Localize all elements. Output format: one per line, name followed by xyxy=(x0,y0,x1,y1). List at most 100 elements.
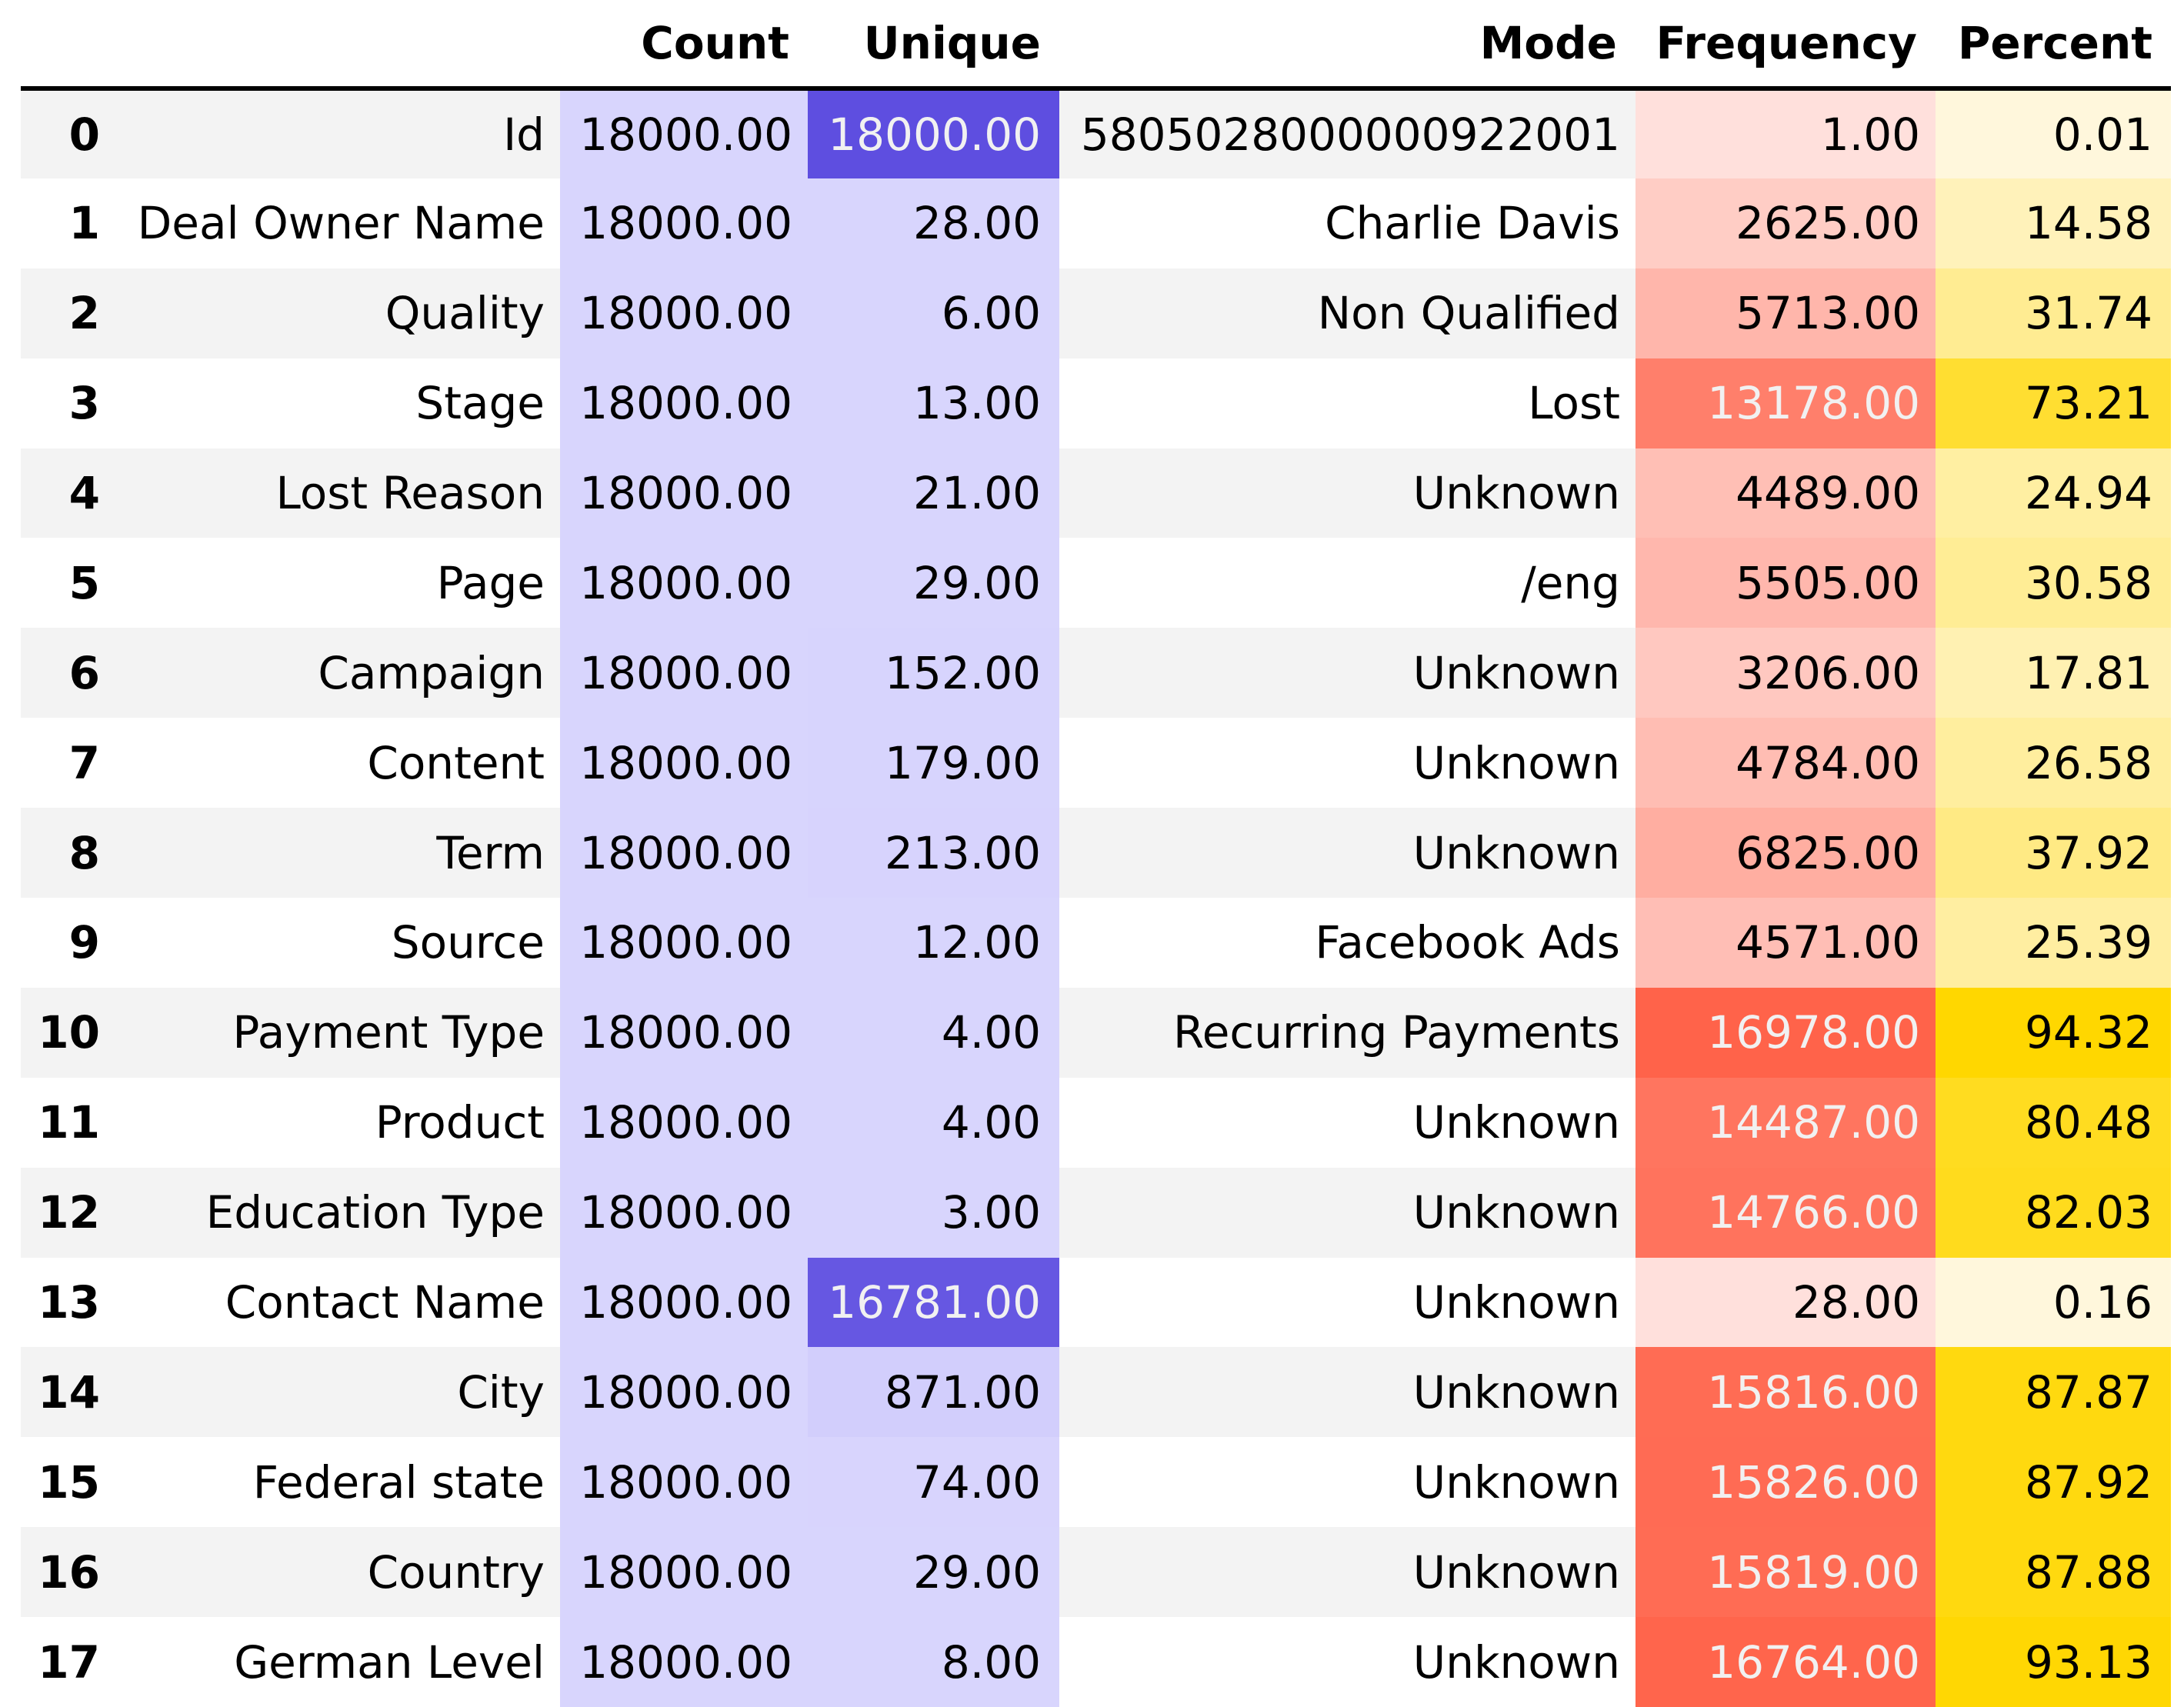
header-index xyxy=(21,0,126,91)
cell-unique: 4.00 xyxy=(808,1077,1059,1168)
cell-count: 18000.00 xyxy=(560,718,808,808)
cell-unique: 871.00 xyxy=(808,1347,1059,1438)
cell-percent: 17.81 xyxy=(1936,628,2171,718)
cell-mode: Lost xyxy=(1528,377,1620,430)
cell-index: 9 xyxy=(68,916,100,969)
cell-mode: Unknown xyxy=(1412,1545,1620,1599)
cell-count: 18000.00 xyxy=(560,1167,808,1258)
cell-mode: Unknown xyxy=(1412,736,1620,789)
cell-mode: Unknown xyxy=(1412,1276,1620,1329)
cell-unique: 179.00 xyxy=(808,718,1059,808)
cell-unique: 8.00 xyxy=(808,1617,1059,1707)
table-row: 1 Deal Owner Name 18000.00 28.00 Charlie Dav… xyxy=(21,178,2171,268)
table-row: 11 Product 18000.00 4.00 Unknown 14487.00 80.4… xyxy=(21,1077,2171,1168)
cell-feature: Country xyxy=(367,1545,545,1599)
cell-count: 18000.00 xyxy=(560,808,808,899)
cell-frequency: 28.00 xyxy=(1635,1257,1936,1348)
cell-percent: 0.01 xyxy=(1936,88,2171,178)
header-unique: Unique xyxy=(808,0,1059,91)
cell-unique: 4.00 xyxy=(808,987,1059,1078)
cell-mode: Non Qualified xyxy=(1317,287,1620,340)
cell-frequency: 5505.00 xyxy=(1635,538,1936,628)
cell-feature: Term xyxy=(436,826,545,879)
cell-feature: Education Type xyxy=(205,1186,545,1239)
cell-feature: Content xyxy=(367,736,545,789)
cell-feature: Deal Owner Name xyxy=(137,197,545,250)
cell-percent: 37.92 xyxy=(1936,808,2171,899)
cell-unique: 74.00 xyxy=(808,1437,1059,1528)
cell-index: 12 xyxy=(38,1186,100,1239)
cell-unique: 29.00 xyxy=(808,1527,1059,1618)
cell-frequency: 5713.00 xyxy=(1635,268,1936,358)
table-row: 13 Contact Name 18000.00 16781.00 Unknown 28.… xyxy=(21,1257,2171,1348)
cell-index: 0 xyxy=(68,108,100,161)
cell-unique: 28.00 xyxy=(808,178,1059,268)
cell-feature: German Level xyxy=(234,1635,545,1689)
header-count: Count xyxy=(560,0,808,91)
cell-mode: Unknown xyxy=(1412,1186,1620,1239)
cell-feature: City xyxy=(457,1365,545,1419)
cell-unique: 29.00 xyxy=(808,538,1059,628)
cell-mode: 5805028000000922001 xyxy=(1080,108,1620,161)
table-row: 4 Lost Reason 18000.00 21.00 Unknown 4489.00 2… xyxy=(21,448,2171,538)
cell-mode: Unknown xyxy=(1412,1455,1620,1509)
cell-count: 18000.00 xyxy=(560,1077,808,1168)
cell-feature: Lost Reason xyxy=(275,467,545,519)
cell-index: 1 xyxy=(68,197,100,250)
cell-count: 18000.00 xyxy=(560,898,808,988)
cell-feature: Campaign xyxy=(318,646,545,699)
cell-mode: Unknown xyxy=(1412,646,1620,699)
cell-percent: 0.16 xyxy=(1936,1257,2171,1348)
cell-frequency: 15826.00 xyxy=(1635,1437,1936,1528)
cell-mode: Recurring Payments xyxy=(1173,1006,1620,1059)
cell-feature: Contact Name xyxy=(225,1276,545,1329)
cell-count: 18000.00 xyxy=(560,987,808,1078)
cell-percent: 94.32 xyxy=(1936,987,2171,1078)
cell-frequency: 15816.00 xyxy=(1635,1347,1936,1438)
cell-index: 11 xyxy=(38,1096,100,1149)
cell-unique: 18000.00 xyxy=(808,88,1059,178)
cell-unique: 213.00 xyxy=(808,808,1059,899)
table-row: 0 Id 18000.00 18000.00 5805028000000922001 1.… xyxy=(21,88,2171,178)
cell-index: 17 xyxy=(38,1635,100,1689)
cell-count: 18000.00 xyxy=(560,1347,808,1438)
cell-count: 18000.00 xyxy=(560,1257,808,1348)
cell-percent: 93.13 xyxy=(1936,1617,2171,1707)
cell-frequency: 4489.00 xyxy=(1635,448,1936,538)
header-frequency: Frequency xyxy=(1635,0,1936,91)
cell-index: 4 xyxy=(68,467,100,519)
cell-mode: Facebook Ads xyxy=(1315,916,1620,969)
cell-index: 3 xyxy=(68,377,100,430)
cell-frequency: 6825.00 xyxy=(1635,808,1936,899)
cell-count: 18000.00 xyxy=(560,448,808,538)
table-row: 2 Quality 18000.00 6.00 Non Qualified 5713.00… xyxy=(21,268,2171,358)
cell-percent: 24.94 xyxy=(1936,448,2171,538)
table-row: 17 German Level 18000.00 8.00 Unknown 16764.0… xyxy=(21,1617,2171,1707)
cell-count: 18000.00 xyxy=(560,88,808,178)
cell-unique: 3.00 xyxy=(808,1167,1059,1258)
cell-index: 8 xyxy=(68,826,100,879)
header-percent: Percent xyxy=(1936,0,2171,91)
cell-mode: Unknown xyxy=(1412,1096,1620,1149)
cell-unique: 21.00 xyxy=(808,448,1059,538)
cell-index: 6 xyxy=(68,646,100,699)
cell-index: 2 xyxy=(68,287,100,340)
table-row: 14 City 18000.00 871.00 Unknown 15816.00 87.87 xyxy=(21,1347,2171,1438)
cell-feature: Quality xyxy=(385,287,545,340)
cell-frequency: 4571.00 xyxy=(1635,898,1936,988)
cell-count: 18000.00 xyxy=(560,1437,808,1528)
table-row: 7 Content 18000.00 179.00 Unknown 4784.00 26.5… xyxy=(21,718,2171,808)
cell-frequency: 14766.00 xyxy=(1635,1167,1936,1258)
cell-index: 7 xyxy=(68,736,100,789)
cell-index: 13 xyxy=(38,1276,100,1329)
cell-percent: 82.03 xyxy=(1936,1167,2171,1258)
cell-frequency: 13178.00 xyxy=(1635,358,1936,448)
cell-feature: Product xyxy=(375,1096,545,1149)
cell-frequency: 4784.00 xyxy=(1635,718,1936,808)
cell-percent: 87.92 xyxy=(1936,1437,2171,1528)
cell-count: 18000.00 xyxy=(560,538,808,628)
cell-percent: 30.58 xyxy=(1936,538,2171,628)
cell-unique: 12.00 xyxy=(808,898,1059,988)
table-row: 15 Federal state 18000.00 74.00 Unknown 15826… xyxy=(21,1437,2171,1528)
